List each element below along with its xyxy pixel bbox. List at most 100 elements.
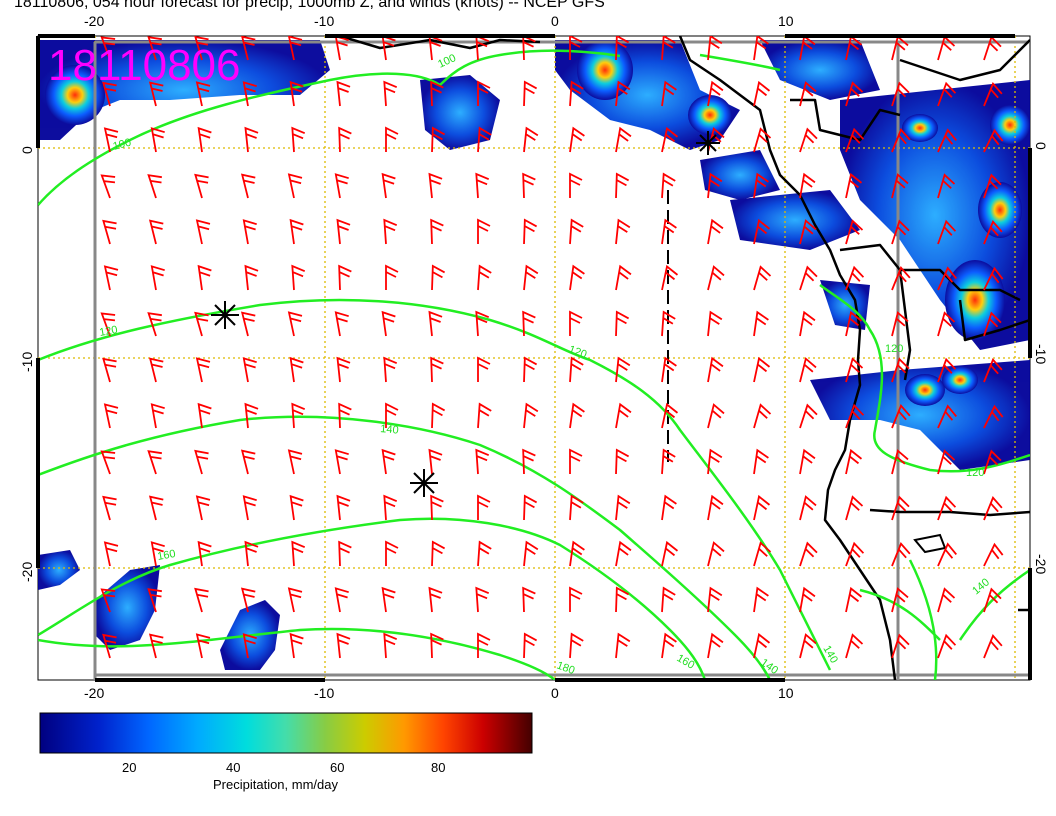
wind-barb <box>477 494 491 520</box>
wind-barb <box>334 449 349 475</box>
wind-barb <box>799 265 818 291</box>
wind-barb <box>937 219 957 245</box>
wind-barb <box>615 356 631 383</box>
wind-barb <box>937 587 956 613</box>
wind-barb <box>431 540 446 567</box>
wind-barb <box>523 494 538 521</box>
lat-tick-left: -20 <box>19 562 35 582</box>
wind-barb <box>197 126 212 153</box>
wind-barb <box>334 311 349 337</box>
wind-barb <box>522 172 536 199</box>
wind-barb <box>289 632 304 659</box>
wind-barb <box>428 448 443 475</box>
wind-barb <box>891 266 911 291</box>
wind-barb <box>615 494 631 521</box>
wind-barb <box>937 311 956 337</box>
date-stamp: 18110806 <box>48 41 241 90</box>
wind-barb <box>197 264 212 291</box>
wind-barb <box>661 448 676 475</box>
wind-barb <box>477 540 492 567</box>
wind-barb <box>195 495 211 521</box>
wind-barb <box>150 265 165 291</box>
wind-barb <box>845 448 863 475</box>
wind-barb <box>336 356 351 383</box>
lon-tick-bottom: -10 <box>314 685 334 701</box>
wind-barb <box>102 357 117 383</box>
wind-barb <box>475 448 490 475</box>
wind-barb <box>194 173 209 199</box>
wind-barb <box>845 633 864 659</box>
wind-barb <box>707 494 724 521</box>
wind-barb <box>194 36 209 61</box>
wind-barb <box>937 495 957 521</box>
wind-barb <box>336 494 351 521</box>
wind-barb <box>289 356 304 383</box>
wind-barb <box>103 541 119 567</box>
wind-barb <box>799 403 818 429</box>
wind-barb <box>891 219 910 245</box>
wind-barb <box>661 126 679 153</box>
wind-barb <box>753 310 769 337</box>
wind-barb <box>102 219 117 245</box>
lat-tick-left: -10 <box>19 352 35 372</box>
wind-barb <box>753 80 771 107</box>
wind-barb <box>244 264 259 291</box>
wind-barb <box>891 81 910 107</box>
wind-barb <box>937 266 957 291</box>
lon-tick-top: -20 <box>84 13 104 29</box>
wind-barb <box>291 540 306 567</box>
contour-label: 100 <box>112 137 133 153</box>
wind-barb <box>385 126 399 152</box>
wind-barb <box>799 448 816 475</box>
wind-barb <box>937 81 957 107</box>
wind-barb <box>845 357 864 383</box>
wind-barb <box>383 80 398 107</box>
wind-barb <box>385 540 399 566</box>
wind-barb <box>100 36 116 61</box>
wind-barb <box>523 218 538 245</box>
wind-barb <box>615 586 630 613</box>
wind-barb <box>983 266 1004 291</box>
wind-barb <box>661 80 677 107</box>
wind-barb <box>799 310 816 337</box>
colorbar-tick: 20 <box>122 760 136 775</box>
wind-barb <box>983 128 1004 153</box>
wind-barb <box>522 586 536 613</box>
wind-barb <box>147 174 162 199</box>
wind-barb <box>707 632 724 659</box>
wind-barb <box>799 633 817 659</box>
wind-barb <box>615 126 632 153</box>
wind-barb <box>430 218 444 245</box>
wind-barb <box>428 586 443 613</box>
frame-accents <box>36 34 1032 682</box>
wind-barb <box>615 218 631 245</box>
wind-barb <box>845 541 865 567</box>
wind-barb <box>707 172 723 199</box>
wind-barb <box>615 310 630 337</box>
lat-tick-left: 0 <box>19 146 35 154</box>
lon-tick-top: 0 <box>551 13 559 29</box>
wind-barb <box>845 495 864 521</box>
wind-barb <box>661 402 679 429</box>
wind-barb <box>147 450 162 475</box>
wind-barb <box>845 127 865 153</box>
contour-label: 120 <box>966 467 984 479</box>
wind-barb <box>983 173 1002 199</box>
wind-barb <box>103 127 119 153</box>
wind-barb <box>240 173 256 199</box>
wind-barb <box>242 219 257 245</box>
wind-barb <box>569 36 583 60</box>
wind-barb <box>799 495 817 521</box>
wind-barb <box>194 311 209 337</box>
wind-barb <box>569 172 583 198</box>
wind-barb <box>195 219 211 245</box>
lon-tick-top: -10 <box>314 13 334 29</box>
wind-barb <box>661 36 676 61</box>
wind-barb <box>289 218 304 245</box>
wind-barb <box>799 219 817 245</box>
wind-barb <box>338 126 352 153</box>
wind-barb <box>937 449 956 475</box>
wind-barb <box>569 80 584 107</box>
wind-barb <box>661 356 677 383</box>
wind-barb <box>707 403 725 429</box>
